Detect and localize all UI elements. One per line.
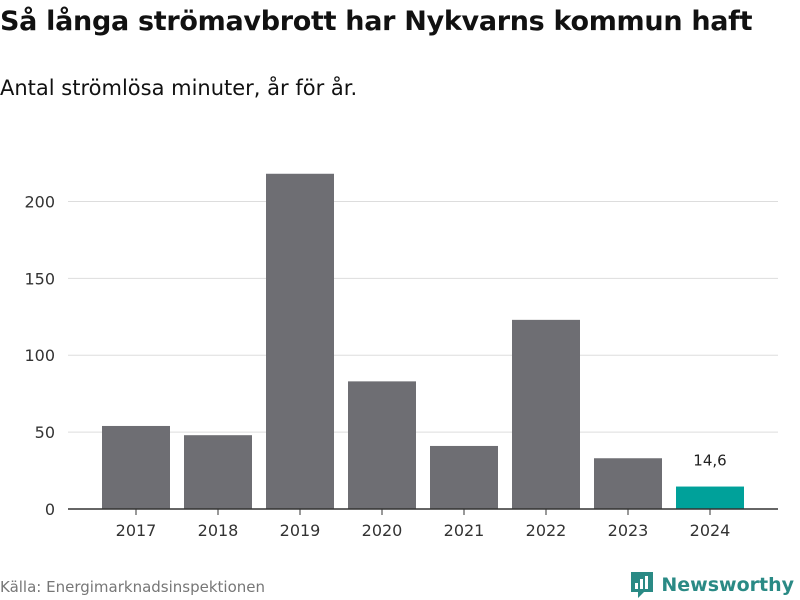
y-axis-ticks: 0 50 100 150 200 [24,192,55,519]
y-tick-label: 50 [35,423,55,442]
x-axis-ticks: 2017 2018 2019 2020 2021 2022 2023 2024 [116,509,731,540]
y-tick-label: 100 [24,346,55,365]
y-tick-label: 0 [45,500,55,519]
bar-2019 [266,173,334,509]
bar-2018 [184,435,252,509]
x-tick-label: 2018 [198,521,239,540]
bar-2021 [430,445,498,509]
bar-2020 [348,381,416,509]
brand-logo[interactable]: Newsworthy [629,570,794,600]
data-labels: 14,6 [693,452,726,470]
data-label: 14,6 [693,452,726,470]
bar-2023 [594,458,662,509]
x-tick-label: 2020 [362,521,403,540]
y-tick-label: 150 [24,269,55,288]
gridlines [68,200,778,433]
y-tick-label: 200 [24,192,55,211]
x-tick-label: 2021 [444,521,485,540]
x-tick-label: 2023 [608,521,649,540]
x-tick-label: 2019 [280,521,321,540]
chart-title: Så långa strömavbrott har Nykvarns kommu… [0,6,753,37]
bar-2022 [512,319,580,509]
source-note: Källa: Energimarknadsinspektionen [0,578,266,596]
newsworthy-logo-icon [631,572,654,598]
bars [102,173,744,509]
brand-name: Newsworthy [661,574,794,596]
x-tick-label: 2017 [116,521,157,540]
bar-chart: 0 50 100 150 200 2017 2018 2019 2020 2021 2022 202… [24,173,778,540]
bar-2024 [676,486,744,509]
bar-2017 [102,425,170,509]
chart-subtitle: Antal strömlösa minuter, år för år. [0,76,358,100]
x-tick-label: 2024 [690,521,731,540]
x-tick-label: 2022 [526,521,567,540]
